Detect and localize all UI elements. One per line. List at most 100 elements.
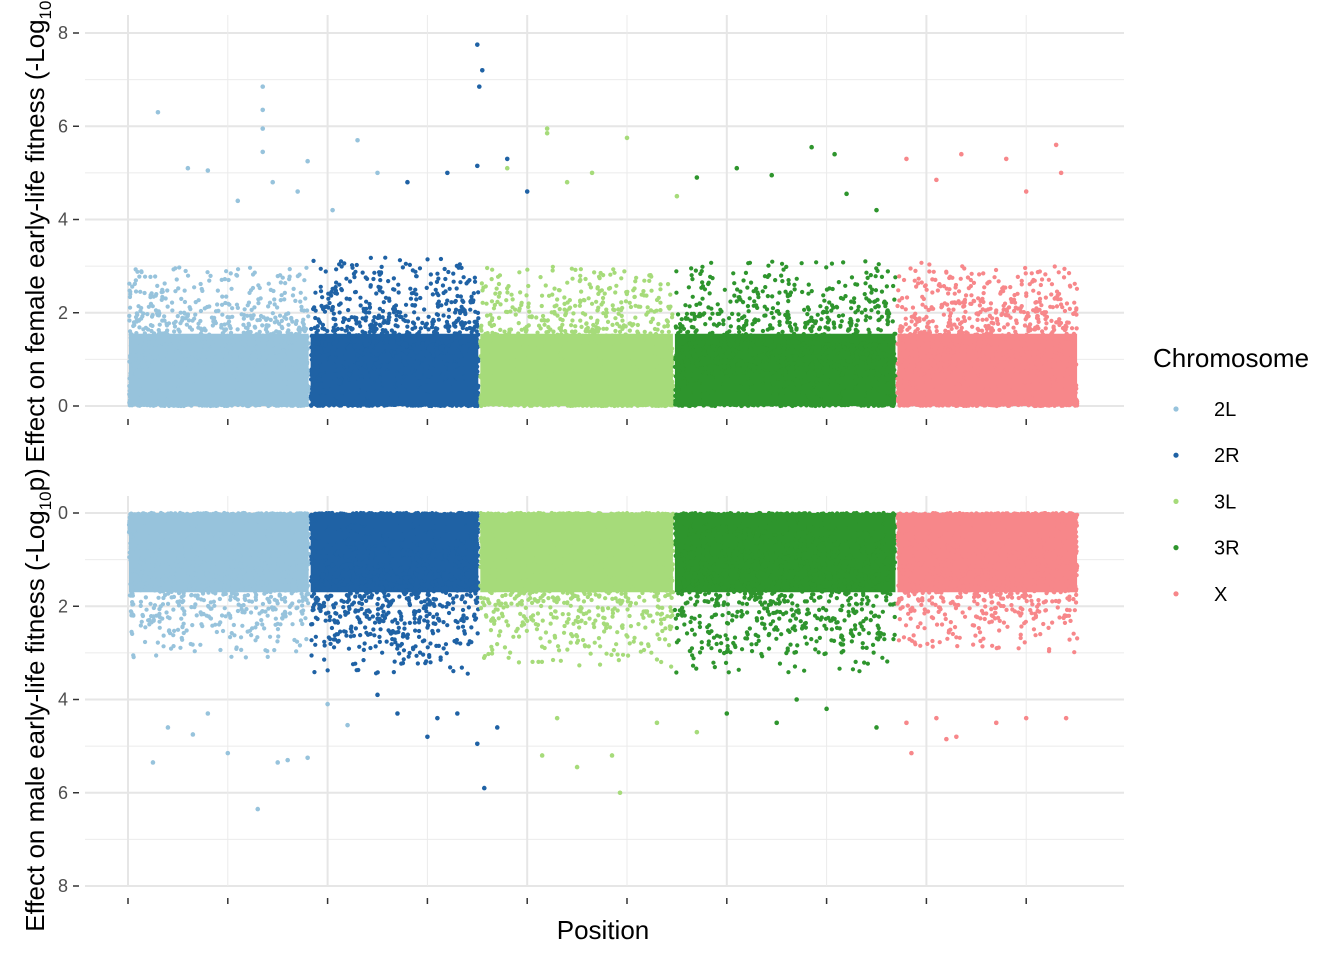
chromosome-2R-top-outlier-point [445,170,450,176]
legend-key-X [1173,591,1179,597]
bottom-y-tick-label: 0 [58,503,68,523]
top-y-axis-title-subscript: 10 [36,1,55,20]
legend-key-2R [1173,452,1179,458]
grid-layer [85,15,1124,887]
chromosome-2L-top-outlier-point [270,179,276,185]
chromosome-3L-top-outlier-point [544,130,550,136]
chromosome-X-top-outlier-point [1058,170,1064,176]
chromosome-2R-top-outlier-point [475,163,480,169]
chromosome-2L-top-outlier-point [355,137,360,143]
top-y-axis-title: Effect on female early-life fitness (-Lo… [20,0,55,463]
chromosome-X-bottom-outlier-point [934,715,939,721]
chromosome-2L-bottom-outlier-point [305,755,310,761]
legend-key-3L [1173,498,1179,504]
legend-label-2L: 2L [1214,399,1236,421]
chromosome-3R-points [672,144,898,730]
bottom-y-axis-title-subscript: 10 [36,491,55,510]
points-layer [126,42,1080,812]
chromosome-X-bottom-outlier-point [993,720,999,726]
bottom-y-axis-title-suffix: p) [20,468,50,491]
chromosome-X-top-outlier-point [934,177,939,183]
chromosome-X-top-outlier-point [959,151,964,157]
chromosome-3L-bottom-outlier-point [574,764,580,770]
chromosome-2R-bottom-outlier-point [494,725,500,730]
chromosome-2L-top-outlier-point [260,84,266,89]
chromosome-2L-top-scatter [127,265,311,409]
chromosome-X-bottom-outlier-point [944,736,949,742]
chromosome-2R-top-outlier-point [475,42,480,47]
legend-title: Chromosome [1153,343,1309,373]
axes-layer: 0 2 4 6 8 0 2 4 6 8 [58,23,1027,904]
chromosome-3R-top-outlier-point [874,207,879,213]
chromosome-2R-bottom-outlier-point [435,715,440,721]
chromosome-3L-bottom-outlier-point [654,720,660,726]
chromosome-2L-bottom-outlier-point [285,757,290,763]
chromosome-2L-bottom-outlier-point [205,711,211,716]
chromosome-2L-bottom-outlier-point [150,760,156,765]
chromosome-3L-top-outlier-point [624,135,630,141]
legend-key-3R [1173,545,1179,551]
chromosome-3R-top-outlier-point [734,165,740,171]
chromosome-2L-bottom-outlier-point [190,732,196,737]
chromosome-3L-bottom-outlier-point [694,729,700,735]
chromosome-2R-bottom-outlier-point [395,711,400,716]
chromosome-3L-bottom-outlier-point [539,753,545,758]
chromosome-3L-top-scatter [478,264,676,409]
chromosome-3L-bottom-outlier-point [609,753,615,758]
chromosome-2R-bottom-scatter [308,510,481,676]
top-y-axis-title-prefix: Effect on female early-life fitness (-Lo… [20,19,50,462]
chromosome-3L-bottom-outlier-point [617,790,623,796]
chromosome-X-top-scatter [895,260,1080,409]
chromosome-X-bottom-outlier-point [1063,715,1069,721]
chromosome-3L-top-outlier-point [674,193,680,199]
chromosome-X-bottom-outlier-point [954,734,959,740]
chromosome-2L-top-outlier-point [260,107,266,113]
legend-key-2L [1173,406,1179,412]
chromosome-2L-top-outlier-point [330,207,335,213]
chromosome-2R-top-outlier-point [476,84,482,89]
chromosome-2R-top-outlier-point [504,156,510,162]
chromosome-3R-bottom-outlier-point [874,725,879,730]
chromosome-2R-bottom-outlier-point [425,734,430,740]
chromosome-2L-top-outlier-point [155,109,161,115]
chromosome-2L-points [126,84,380,812]
legend-label-3L: 3L [1214,491,1236,513]
bottom-y-tick-label: 6 [58,783,68,803]
chromosome-3L-points [478,126,700,796]
chromosome-2L-top-outlier-point [305,158,310,164]
chromosome-2R-bottom-outlier-point [455,711,460,716]
chromosome-2R-bottom-outlier-point [375,692,380,698]
legend-label-3R: 3R [1214,538,1240,560]
bottom-y-axis-title: Effect on male early-life fitness (-Log1… [20,468,55,932]
chromosome-3R-top-outlier-point [844,191,849,197]
top-y-axis-title-suffix: p) [20,0,50,1]
chromosome-2L-top-outlier-point [235,198,241,204]
chromosome-X-top-outlier-point [904,156,909,162]
legend: Chromosome 2L 2R 3L 3R X [1153,343,1309,606]
chromosome-2L-bottom-outlier-point [275,760,281,765]
chromosome-X-bottom-outlier-point [1023,715,1029,721]
chromosome-3R-bottom-outlier-point [774,720,779,726]
chromosome-2R-top-outlier-point [405,179,410,185]
chromosome-X-points [895,142,1080,756]
top-y-tick-label: 6 [58,116,68,136]
bottom-y-tick-label: 8 [58,876,68,896]
chromosome-2L-bottom-scatter [126,510,311,660]
chromosome-3L-top-outlier-point [564,179,570,185]
chromosome-3L-top-outlier-point [589,170,595,176]
chromosome-3L-bottom-outlier-point [554,715,560,721]
chromosome-3L-top-outlier-point [544,126,550,131]
chromosome-2L-top-outlier-point [260,126,266,131]
chromosome-3R-top-outlier-point [809,144,814,150]
x-axis-title: Position [557,915,650,945]
chromosome-3R-bottom-outlier-point [794,697,799,702]
chromosome-2R-top-scatter [308,255,481,409]
bottom-y-tick-label: 4 [58,690,68,710]
chromosome-3R-bottom-scatter [672,510,898,675]
chromosome-2R-bottom-outlier-point [481,785,487,791]
top-y-tick-label: 0 [58,396,68,416]
chromosome-2L-bottom-outlier-point [345,722,350,728]
chromosome-3R-top-outlier-point [694,175,700,180]
legend-label-X: X [1214,584,1227,606]
